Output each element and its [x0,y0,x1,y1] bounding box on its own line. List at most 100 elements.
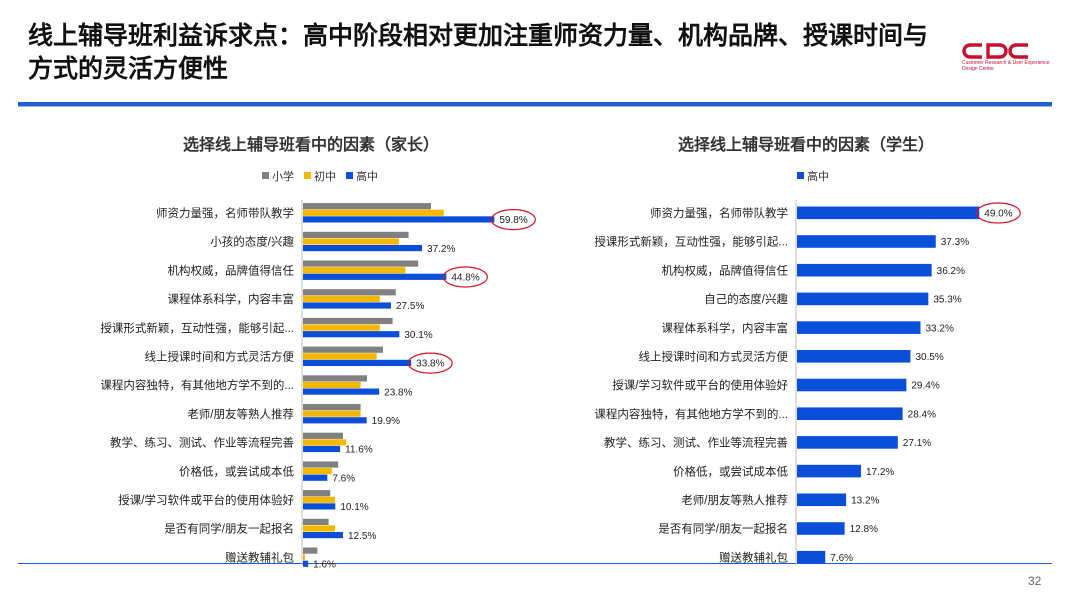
header-rule [18,102,1052,106]
category-label: 机构权威，品牌值得信任 [168,263,295,277]
value-label: 36.2% [937,266,965,277]
category-label: 授课形式新颖，互动性强，能够引起... [594,235,788,249]
value-label: 29.4% [911,381,939,392]
bar-小学 [303,461,339,468]
category-label: 赠送教辅礼包 [225,550,294,564]
bar-初中 [303,439,347,446]
category-label: 课程体系科学，内容丰富 [662,321,789,335]
bar-高中 [303,474,328,481]
category-label: 师资力量强，名师带队教学 [156,206,294,220]
category-label: 授课形式新颖，互动性强，能够引起... [100,321,294,335]
bar-高中 [797,493,847,507]
value-label: 28.4% [908,409,936,420]
category-label: 老师/朋友等熟人推荐 [187,407,294,421]
bar-小学 [303,346,383,353]
bar-初中 [303,410,361,417]
highlight-circle [442,266,488,288]
bar-高中 [303,388,380,395]
category-label: 授课/学习软件或平台的使用体验好 [118,493,294,507]
legend-label: 初中 [314,169,336,183]
bar-高中 [303,245,423,252]
value-label: 27.5% [396,301,424,312]
legend-label: 高中 [807,169,829,183]
bar-小学 [303,404,361,411]
value-label: 33.2% [926,323,954,334]
bar-小学 [303,260,419,267]
bar-初中 [303,353,377,360]
header-rule-thin [18,106,1052,107]
legend-swatch-高中 [346,172,353,179]
value-label: 13.2% [851,496,879,507]
bar-高中 [797,436,898,449]
bar-高中 [797,522,845,535]
bar-初中 [303,525,335,532]
category-label: 价格低，或尝试成本低 [673,464,788,478]
cdc-logo [962,43,1028,59]
value-label: 27.1% [903,438,931,449]
bar-初中 [303,209,444,216]
bar-高中 [797,550,826,564]
bar-初中 [303,554,305,561]
legend-swatch-初中 [304,172,311,179]
bar-高中 [303,302,391,309]
bar-高中 [797,263,932,277]
bar-高中 [303,445,341,453]
legend-swatch-高中 [797,172,804,179]
category-label: 线上授课时间和方式灵活方便 [145,350,295,364]
value-label: 19.9% [372,416,400,427]
category-label: 机构权威，品牌值得信任 [662,263,789,277]
value-label: 37.3% [941,237,969,248]
legend-label: 小学 [272,169,294,183]
bar-小学 [303,289,396,296]
category-label: 是否有同学/朋友一起报名 [658,522,788,536]
bar-初中 [303,295,380,302]
value-label: 59.8% [499,215,527,226]
highlight-circle [490,209,536,231]
bar-初中 [303,496,335,503]
category-label: 价格低，或尝试成本低 [179,464,294,478]
category-label: 线上授课时间和方式灵活方便 [639,350,789,364]
category-label: 课程体系科学，内容丰富 [168,292,295,306]
bar-高中 [303,503,336,510]
bar-高中 [797,321,921,334]
value-label: 44.8% [451,273,479,284]
page-title: 线上辅导班利益诉求点：高中阶段相对更加注重师资力量、机构品牌、授课时间与方式的灵… [28,22,929,83]
category-label: 课程内容独特，有其他地方学不到的... [100,378,294,392]
value-label: 23.8% [384,387,412,398]
bar-初中 [303,381,361,389]
bar-初中 [303,238,399,245]
bar-高中 [303,331,400,338]
category-label: 是否有同学/朋友一起报名 [164,522,294,536]
bar-初中 [303,324,380,331]
category-label: 课程内容独特，有其他地方学不到的... [594,407,788,421]
bar-小学 [303,518,329,525]
bar-小学 [303,231,409,238]
category-label: 赠送教辅礼包 [719,550,788,564]
value-label: 30.1% [404,330,432,341]
bar-小学 [303,432,343,439]
bar-高中 [797,292,929,306]
footer-rule [18,563,1052,564]
bar-高中 [797,378,907,392]
bar-小学 [303,203,431,210]
value-label: 7.6% [830,553,853,564]
bar-高中 [303,359,412,366]
logo-subtext: Customer Research & User Experience Desi… [962,60,1050,72]
bar-小学 [303,317,393,325]
bar-高中 [303,417,367,424]
category-label: 教学、练习、测试、作业等流程完善 [604,436,788,450]
bar-高中 [797,235,936,248]
value-label: 11.6% [345,445,373,456]
value-label: 10.1% [340,502,368,513]
bar-高中 [797,350,911,363]
bar-高中 [797,464,861,478]
bar-高中 [303,532,343,539]
bar-高中 [797,206,980,220]
category-label: 小孩的态度/兴趣 [210,235,294,249]
value-label: 35.3% [933,295,961,306]
category-label: 师资力量强，名师带队教学 [650,206,788,220]
value-label: 49.0% [984,209,1012,220]
category-label: 教学、练习、测试、作业等流程完善 [110,436,294,450]
